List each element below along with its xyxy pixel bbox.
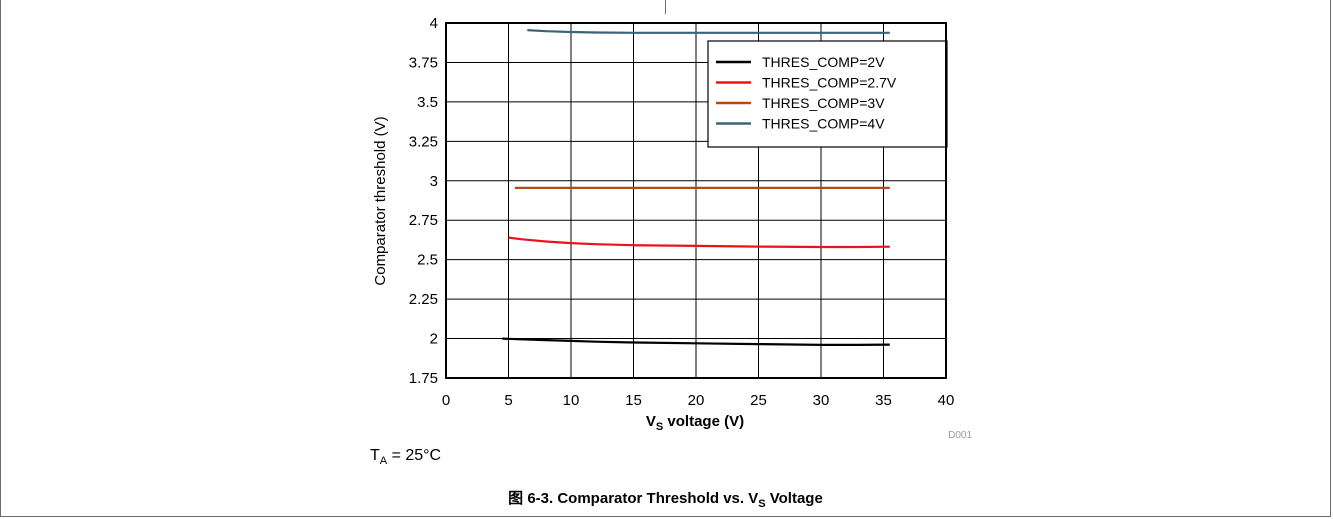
x-tick-label: 10 [563, 392, 580, 409]
y-tick-label: 2 [430, 331, 438, 348]
plot-border [445, 22, 947, 379]
y-tick-label: 2.75 [409, 212, 438, 229]
figure-code: D001 [948, 430, 972, 440]
figure-caption: 图 6-3. Comparator Threshold vs. VS Volta… [508, 490, 823, 510]
x-tick-labels: 0 5 10 15 20 25 30 35 40 [442, 392, 955, 409]
x-tick-label: 30 [813, 392, 830, 409]
y-tick-label: 4 [430, 15, 438, 32]
series-line [508, 236, 890, 249]
x-tick-label: 0 [442, 392, 450, 409]
legend-label: THRES_COMP=2V [762, 54, 885, 70]
legend-label: THRES_COMP=2.7V [762, 75, 897, 91]
y-tick-label: 3 [430, 173, 438, 190]
y-tick-label: 3.25 [409, 133, 438, 150]
series-layer [502, 29, 890, 346]
series-line [527, 29, 890, 34]
x-tick-label: 5 [504, 392, 512, 409]
x-tick-label: 15 [625, 392, 642, 409]
x-axis-label: VS voltage (V) [646, 413, 744, 433]
x-tick-label: 40 [938, 392, 955, 409]
x-tick-label: 25 [750, 392, 767, 409]
legend-box [707, 40, 948, 148]
x-tick-label: 35 [875, 392, 892, 409]
series-line [502, 337, 890, 346]
y-tick-labels: 1.75 2 2.25 2.5 2.75 3 3.25 3.5 3.75 4 [409, 15, 438, 387]
top-divider [665, 0, 666, 14]
legend: THRES_COMP=2V THRES_COMP=2.7V THRES_COMP=3… [707, 40, 948, 148]
y-tick-label: 3.75 [409, 54, 438, 71]
line-chart: THRES_COMP=2V THRES_COMP=2.7V THRES_COMP=3… [372, 15, 972, 440]
y-tick-label: 1.75 [409, 370, 438, 387]
legend-label: THRES_COMP=4V [762, 116, 885, 132]
y-axis-label: Comparator threshold (V) [372, 116, 389, 285]
y-tick-label: 2.5 [417, 252, 438, 269]
x-tick-label: 20 [688, 392, 705, 409]
temperature-note: TA = 25°C [370, 447, 442, 468]
y-tick-label: 3.5 [417, 94, 438, 111]
y-tick-label: 2.25 [409, 291, 438, 308]
legend-label: THRES_COMP=3V [762, 95, 885, 111]
